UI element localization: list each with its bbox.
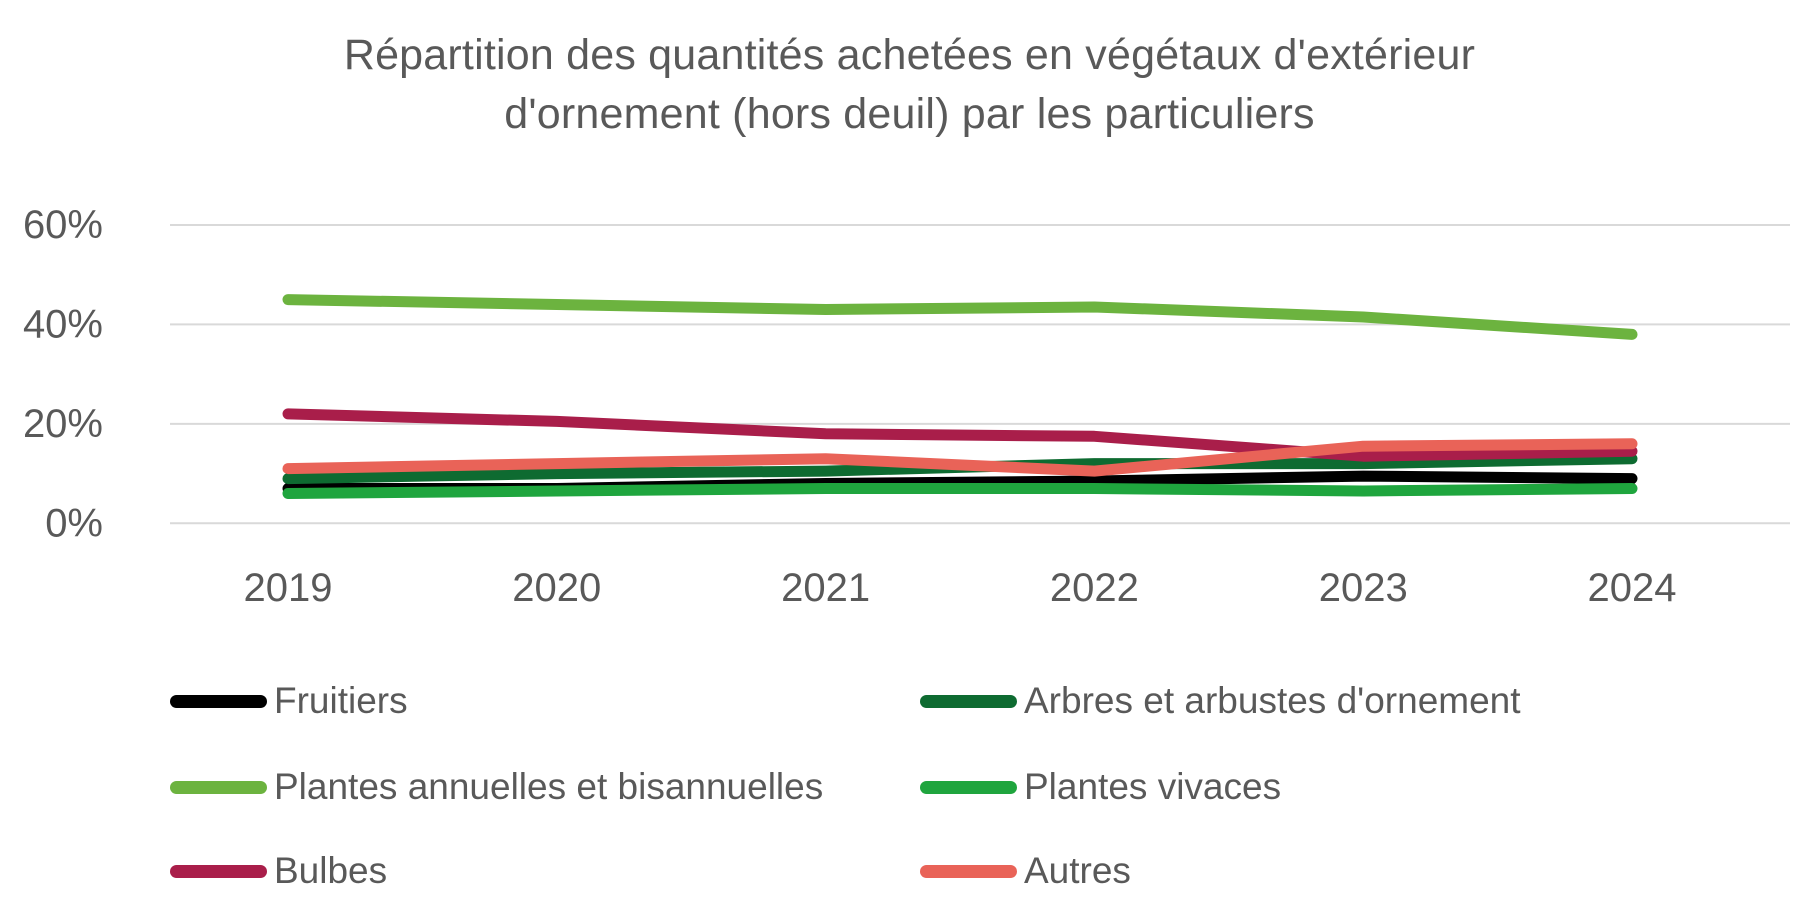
legend-item-plantes-vivaces: Plantes vivaces <box>920 762 1281 812</box>
legend-item-arbres-et-arbustes-d-ornement: Arbres et arbustes d'ornement <box>920 676 1521 726</box>
series-line-plantes-vivaces <box>282 483 1638 499</box>
chart-title-line-2: d'ornement (hors deuil) par les particul… <box>504 90 1315 139</box>
legend-swatch <box>170 864 267 878</box>
legend-label: Bulbes <box>274 850 388 891</box>
x-axis-label-2020: 2020 <box>512 566 601 610</box>
series-line-bulbes <box>282 408 1638 462</box>
legend-label: Arbres et arbustes d'ornement <box>1024 680 1521 721</box>
y-axis-tick-label: 20% <box>23 402 103 446</box>
y-axis-tick-label: 0% <box>45 501 103 545</box>
legend-label: Plantes vivaces <box>1024 766 1282 807</box>
legend-swatch <box>920 864 1017 878</box>
x-axis-label-2021: 2021 <box>781 566 870 610</box>
y-axis-tick-label: 40% <box>23 302 103 346</box>
legend-swatch <box>920 780 1017 794</box>
chart-title-line-1: Répartition des quantités achetées en vé… <box>343 31 1476 79</box>
legend-label: Fruitiers <box>274 680 408 721</box>
chart-title: Répartition des quantités achetées en vé… <box>0 26 1819 145</box>
legend-item-autres: Autres <box>920 846 1131 896</box>
series-line-plantes-annuelles-et-bisannuelles <box>282 294 1638 340</box>
legend-item-fruitiers: Fruitiers <box>170 676 408 726</box>
legend-label: Plantes annuelles et bisannuelles <box>274 766 824 807</box>
y-axis-tick-label: 60% <box>23 203 103 247</box>
x-axis-label-2023: 2023 <box>1319 566 1408 610</box>
x-axis-label-2024: 2024 <box>1588 566 1677 610</box>
legend-swatch <box>170 780 267 794</box>
x-axis-label-2022: 2022 <box>1050 566 1139 610</box>
legend-label: Autres <box>1024 850 1131 891</box>
x-axis-label-2019: 2019 <box>244 566 333 610</box>
legend-swatch <box>920 694 1017 708</box>
legend-swatch <box>170 694 267 708</box>
series-line-autres <box>282 438 1638 477</box>
legend-item-bulbes: Bulbes <box>170 846 387 896</box>
legend-item-plantes-annuelles-et-bisannuelles: Plantes annuelles et bisannuelles <box>170 762 823 812</box>
